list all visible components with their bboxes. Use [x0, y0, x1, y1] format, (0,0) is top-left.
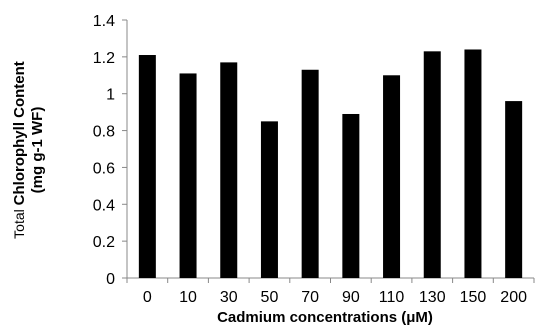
x-tick-label: 130 [419, 289, 446, 306]
bar [179, 73, 197, 278]
y-tick-label: 0.6 [93, 160, 115, 177]
bar [260, 121, 278, 278]
x-tick-label: 200 [500, 289, 527, 306]
y-tick-label: 0.4 [93, 197, 115, 214]
x-axis-title: Cadmium concentrations (μM) [217, 309, 433, 326]
bar [342, 113, 360, 278]
bar [505, 101, 523, 278]
bars-group [138, 49, 523, 279]
x-tick-label: 50 [261, 289, 279, 306]
y-axis-title-bold: Chlorophyll Content [11, 61, 28, 205]
bar [138, 55, 156, 279]
ticks-group: 0 0.2 0.4 0.6 0.8 1 1.2 1.4 0 10 30 50 70 90 110 130 150… [93, 13, 535, 306]
x-tick-label: 30 [220, 289, 238, 306]
y-axis-title-line2: (mg g-1 WF) [29, 107, 46, 194]
x-tick-label: 90 [342, 289, 360, 306]
y-tick-label: 0.8 [93, 124, 115, 141]
y-tick-label: 1.2 [93, 50, 115, 67]
x-tick-label: 0 [143, 289, 152, 306]
x-tick-label: 150 [460, 289, 487, 306]
bar [220, 62, 238, 279]
bar [301, 69, 319, 278]
y-tick-label: 1 [106, 87, 115, 104]
y-axis-title-prefix: Total [11, 205, 27, 238]
svg-text:Total Chlorophyll Content: Total Chlorophyll Content [11, 61, 28, 239]
x-tick-label: 110 [379, 289, 405, 306]
x-tick-label: 10 [179, 289, 197, 306]
y-axis-title: Total Chlorophyll Content (mg g-1 WF) [11, 61, 46, 239]
bar [383, 75, 401, 279]
y-tick-label: 0 [106, 271, 115, 288]
y-tick-label: 1.4 [93, 13, 115, 30]
bar [423, 51, 441, 279]
y-tick-label: 0.2 [93, 234, 115, 251]
bar [464, 49, 482, 278]
x-tick-label: 70 [301, 289, 319, 306]
